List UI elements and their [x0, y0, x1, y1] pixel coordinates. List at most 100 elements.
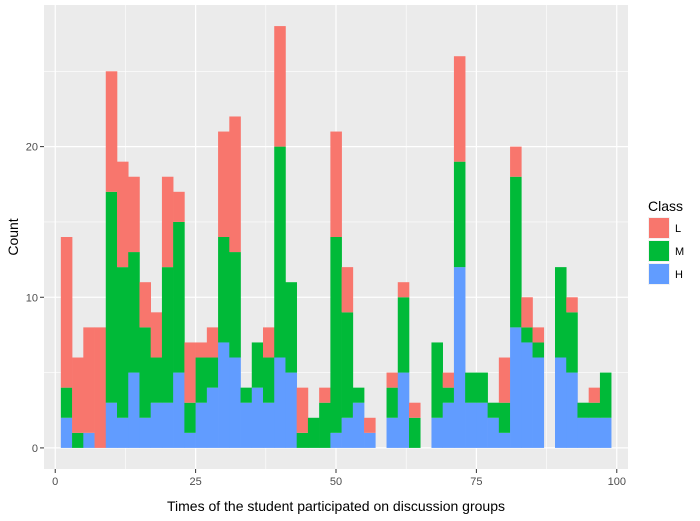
bar-H-bin-34: [240, 402, 253, 448]
bar-L-bin-4: [72, 357, 84, 433]
bar-M-bin-36: [251, 342, 264, 388]
bar-L-bin-70: [442, 372, 455, 388]
bar-M-bin-44: [296, 432, 309, 448]
bar-H-bin-86: [532, 357, 545, 448]
bar-L-bin-26: [195, 342, 208, 358]
bar-H-bin-50: [330, 432, 342, 448]
y-tick-label-0: 0: [32, 443, 38, 455]
bar-M-bin-80: [498, 402, 511, 433]
bar-H-bin-62: [397, 372, 410, 448]
bar-H-bin-90: [555, 357, 567, 448]
bar-L-bin-22: [173, 191, 185, 222]
bar-L-bin-38: [263, 327, 275, 358]
legend-swatch-H: [649, 264, 669, 284]
x-tick-label-3: 75: [470, 476, 482, 488]
bar-M-bin-74: [465, 372, 477, 403]
bar-M-bin-16: [139, 327, 151, 418]
bar-H-bin-52: [341, 417, 354, 448]
bar-H-bin-78: [487, 417, 500, 448]
bar-M-bin-68: [431, 342, 443, 418]
bar-M-bin-76: [476, 372, 488, 403]
bar-M-bin-98: [599, 372, 612, 418]
bar-H-bin-72: [453, 267, 466, 448]
bar-M-bin-52: [341, 312, 354, 418]
bar-H-bin-98: [599, 417, 612, 448]
bar-H-bin-96: [588, 417, 601, 448]
x-axis-ticks: 0 25 50 75 100: [52, 469, 626, 488]
bar-M-bin-2: [60, 387, 73, 418]
bar-M-bin-92: [566, 312, 578, 373]
bar-H-bin-12: [117, 417, 129, 448]
bar-H-bin-92: [566, 372, 578, 448]
bar-H-bin-42: [285, 372, 297, 448]
stacked-bars: [60, 26, 612, 448]
bar-L-bin-8: [94, 327, 107, 448]
bar-L-bin-12: [117, 161, 129, 268]
bar-H-bin-14: [128, 372, 140, 448]
bar-M-bin-42: [285, 282, 297, 373]
bar-L-bin-86: [532, 327, 545, 343]
bar-M-bin-28: [206, 357, 219, 388]
bar-H-bin-38: [263, 402, 275, 448]
bar-L-bin-62: [397, 282, 410, 298]
bar-M-bin-4: [72, 432, 84, 448]
bar-L-bin-24: [184, 342, 196, 403]
bar-M-bin-50: [330, 237, 342, 433]
bar-M-bin-24: [184, 402, 196, 433]
legend-label-M: M: [675, 246, 684, 258]
bar-M-bin-64: [409, 417, 421, 448]
bar-M-bin-62: [397, 297, 410, 373]
bar-L-bin-60: [386, 372, 399, 388]
bar-M-bin-60: [386, 387, 399, 418]
bar-M-bin-26: [195, 357, 208, 403]
bar-H-bin-16: [139, 417, 151, 448]
bar-H-bin-30: [218, 342, 230, 448]
bar-H-bin-36: [251, 387, 264, 448]
bar-M-bin-30: [218, 237, 230, 343]
bar-H-bin-54: [352, 402, 365, 448]
bar-L-bin-40: [274, 26, 286, 147]
bar-H-bin-6: [83, 432, 95, 448]
bar-H-bin-84: [521, 342, 533, 448]
bar-L-bin-48: [319, 387, 331, 403]
bar-H-bin-68: [431, 417, 443, 448]
bar-L-bin-82: [510, 146, 522, 177]
bar-M-bin-90: [555, 267, 567, 358]
bar-M-bin-40: [274, 146, 286, 358]
bar-M-bin-84: [521, 327, 533, 343]
bar-M-bin-18: [150, 357, 163, 403]
y-tick-label-2: 20: [26, 142, 38, 154]
bar-L-bin-50: [330, 131, 342, 237]
legend-label-L: L: [675, 223, 681, 235]
bar-H-bin-60: [386, 417, 399, 448]
legend-title: Class: [648, 198, 683, 214]
bar-H-bin-80: [498, 432, 511, 448]
bar-M-bin-78: [487, 402, 500, 418]
bar-M-bin-70: [442, 387, 455, 403]
bar-L-bin-6: [83, 327, 95, 433]
bar-L-bin-64: [409, 402, 421, 418]
bar-L-bin-80: [498, 357, 511, 403]
bar-M-bin-82: [510, 176, 522, 328]
bar-H-bin-32: [229, 357, 241, 448]
bar-M-bin-86: [532, 342, 545, 358]
bar-L-bin-56: [364, 417, 376, 433]
bar-M-bin-20: [161, 267, 174, 403]
y-tick-label-1: 10: [26, 292, 38, 304]
bar-L-bin-92: [566, 297, 578, 313]
bar-M-bin-12: [117, 267, 129, 418]
bar-H-bin-22: [173, 372, 185, 448]
bar-M-bin-46: [307, 417, 320, 448]
bar-H-bin-18: [150, 402, 163, 448]
bar-L-bin-18: [150, 312, 163, 358]
bar-M-bin-32: [229, 252, 241, 358]
x-axis-title: Times of the student participated on dis…: [167, 498, 505, 514]
bar-H-bin-2: [60, 417, 73, 448]
bar-H-bin-20: [161, 402, 174, 448]
legend-swatch-L: [649, 218, 669, 238]
legend: Class LMH: [648, 198, 684, 285]
bar-M-bin-34: [240, 387, 253, 403]
legend-label-H: H: [675, 269, 683, 281]
bar-H-bin-28: [206, 387, 219, 448]
